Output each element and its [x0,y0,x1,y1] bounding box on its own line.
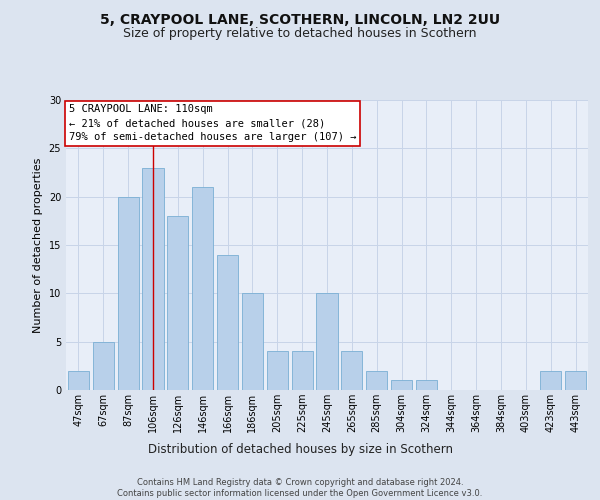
Bar [416,380,437,390]
Bar [267,352,288,390]
Bar [391,380,412,390]
Bar [242,294,263,390]
Bar [217,254,238,390]
Text: Contains HM Land Registry data © Crown copyright and database right 2024.
Contai: Contains HM Land Registry data © Crown c… [118,478,482,498]
Bar [192,187,213,390]
Text: 5 CRAYPOOL LANE: 110sqm
← 21% of detached houses are smaller (28)
79% of semi-de: 5 CRAYPOOL LANE: 110sqm ← 21% of detache… [68,104,356,142]
Bar [292,352,313,390]
Y-axis label: Number of detached properties: Number of detached properties [33,158,43,332]
Bar [68,370,89,390]
Text: Distribution of detached houses by size in Scothern: Distribution of detached houses by size … [148,442,452,456]
Bar [316,294,338,390]
Bar [341,352,362,390]
Bar [565,370,586,390]
Bar [93,342,114,390]
Text: 5, CRAYPOOL LANE, SCOTHERN, LINCOLN, LN2 2UU: 5, CRAYPOOL LANE, SCOTHERN, LINCOLN, LN2… [100,12,500,26]
Text: Size of property relative to detached houses in Scothern: Size of property relative to detached ho… [123,28,477,40]
Bar [142,168,164,390]
Bar [540,370,561,390]
Bar [366,370,387,390]
Bar [167,216,188,390]
Bar [118,196,139,390]
